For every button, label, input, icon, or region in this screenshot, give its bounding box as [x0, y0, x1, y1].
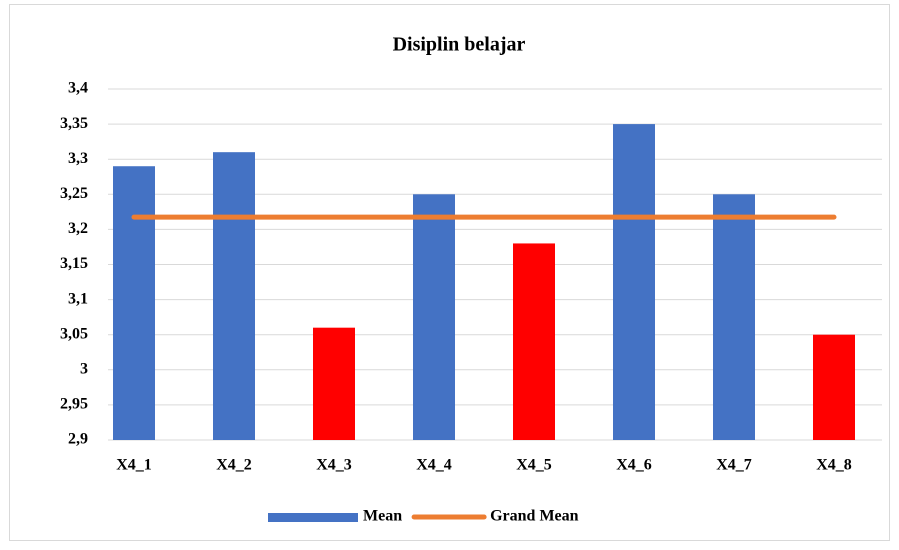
bar: [413, 194, 455, 440]
y-tick-label: 3,1: [68, 290, 88, 307]
y-tick-label: 3,25: [60, 185, 88, 202]
x-tick-label: X4_1: [116, 457, 152, 474]
x-tick-label: X4_5: [516, 457, 552, 474]
bar: [113, 166, 155, 440]
y-tick-label: 3,3: [68, 150, 88, 167]
y-tick-label: 3,05: [60, 325, 88, 342]
x-tick-label: X4_7: [716, 457, 752, 474]
legend-swatch: [268, 513, 358, 522]
bar: [613, 124, 655, 440]
y-tick-label: 3,15: [60, 255, 88, 272]
bar: [713, 194, 755, 440]
legend-label: Grand Mean: [490, 508, 579, 525]
x-tick-label: X4_8: [816, 457, 852, 474]
y-tick-label: 2,95: [60, 396, 88, 413]
bar: [213, 152, 255, 440]
x-tick-label: X4_6: [616, 457, 652, 474]
y-tick-label: 2,9: [68, 431, 88, 448]
bar: [513, 243, 555, 440]
bar: [813, 334, 855, 440]
y-tick-label: 3: [80, 360, 88, 377]
chart-title: Disiplin belajar: [393, 34, 526, 56]
x-tick-label: X4_3: [316, 457, 352, 474]
y-tick-label: 3,35: [60, 115, 88, 132]
y-tick-label: 3,2: [68, 220, 88, 237]
x-tick-label: X4_2: [216, 457, 252, 474]
bar: [313, 327, 355, 440]
legend-label: Mean: [363, 508, 402, 525]
x-tick-label: X4_4: [416, 457, 452, 474]
y-tick-label: 3,4: [68, 80, 88, 97]
